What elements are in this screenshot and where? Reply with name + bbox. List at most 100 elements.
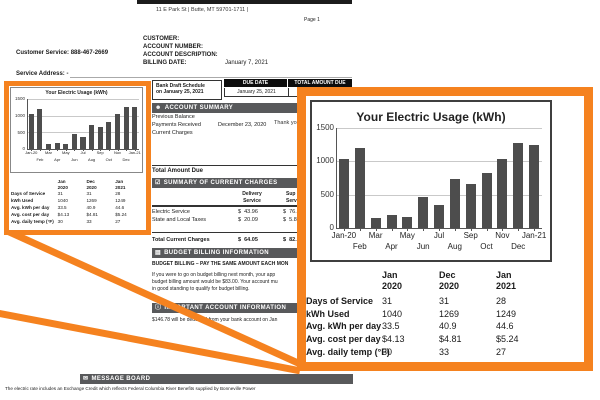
usage-table-cell: 44.6 [496, 321, 514, 332]
usage-table-cell: 31 [382, 296, 393, 306]
usage-table-cell: 40.9 [439, 321, 457, 332]
grid-line [27, 115, 139, 117]
usage-bar [37, 109, 43, 149]
charges-rule-bottom [152, 232, 313, 233]
x-axis-label: May [399, 231, 415, 240]
usage-table-cell: 1269 [439, 308, 460, 319]
customer-label: CUSTOMER: [143, 36, 180, 42]
usage-table-row-label: Avg. cost per day [306, 334, 381, 345]
current-charges-header: ☑ SUMMARY OF CURRENT CHARGES [152, 178, 313, 188]
axis-tick [391, 228, 393, 231]
chart-title: Your Electric Usage (kWh) [45, 90, 108, 96]
charge-row-delivery: $ 43.96 [238, 209, 258, 215]
bank-draft-box: Bank Draft Schedule on January 25, 2021 [152, 80, 222, 100]
axis-tick [439, 228, 440, 231]
total-current-charges-supply: $ 82.7 [283, 236, 300, 243]
account-summary-title: ACCOUNT SUMMARY [164, 105, 234, 111]
important-info-header: ⓘ IMPORTANT ACCOUNT INFORMATION [152, 303, 313, 313]
address-line: 11 E Park St | Butte, MT 59701-1711 | [156, 7, 249, 13]
usage-table-row: Avg. daily temp (°F) 30 33 27 [11, 219, 144, 226]
usage-table-row: Days of Service 31 31 28 [306, 296, 582, 309]
usage-table-cell: 1269 [86, 198, 97, 203]
axis-tick [117, 149, 119, 151]
usage-table-cell: 27 [115, 219, 121, 224]
usage-table-cell: $4.13 [57, 212, 70, 217]
message-board-body: The electric rate includes an Exchange C… [5, 386, 256, 391]
billing-date-label: BILLING DATE: [143, 60, 187, 66]
usage-bar [63, 143, 69, 149]
y-axis-label: 1500 [14, 96, 25, 102]
usage-table-cell: 1040 [382, 308, 403, 319]
axis-tick [534, 228, 536, 231]
axis-tick [375, 228, 377, 231]
x-axis-label: Feb [352, 242, 367, 251]
axis-tick [486, 228, 488, 231]
usage-table-column-header: Jan 2020 [57, 179, 68, 190]
usage-table-row-label: Avg. daily temp (°F) [306, 346, 390, 357]
usage-table-row-label: kWh Used [11, 198, 34, 203]
axis-tick [359, 228, 361, 231]
usage-bar [45, 144, 52, 149]
usage-table-cell: 33 [439, 346, 450, 357]
customer-service-label: Customer Service: 888-467-2669 [16, 50, 109, 56]
usage-zoom-panel: Your Electric Usage (kWh) 0 500 1000 1500 Ja… [297, 87, 593, 371]
usage-table-row: Days of Service 31 31 28 [11, 191, 144, 198]
usage-table-row-label: kWh Used [306, 308, 350, 319]
usage-table-column-header: Jan 2021 [115, 179, 126, 190]
x-axis-label: Jan-20 [331, 231, 357, 240]
x-axis-label: May [62, 150, 70, 155]
usage-table-row: Avg. daily temp (°F) 30 33 27 [306, 347, 582, 360]
total-amount-due-header: TOTAL AMOUNT DUE [288, 79, 352, 87]
usage-table-cell: 31 [57, 191, 63, 196]
usage-table-column-header: Dec 2020 [439, 270, 460, 292]
usage-table-cell: 28 [496, 296, 507, 306]
total-amount-due-label: Total Amount Due [152, 168, 203, 174]
y-axis-label: 1000 [14, 112, 25, 118]
axis-tick [518, 228, 520, 231]
checklist-icon: ☑ [155, 180, 161, 186]
account-number-label: ACCOUNT NUMBER: [143, 44, 203, 50]
usage-table-cell: 33.5 [57, 205, 67, 210]
axis-tick [502, 228, 504, 231]
usage-table-cell: 31 [439, 296, 450, 306]
x-axis-label: Jan-21 [128, 150, 141, 155]
payments-received-label: Payments Received [152, 122, 201, 128]
total-due-rule [152, 165, 313, 166]
budget-billing-line: If you were to go on budget billing next… [152, 271, 276, 278]
usage-bar [354, 148, 365, 228]
usage-bar [123, 106, 129, 149]
usage-bar [434, 204, 444, 228]
usage-callout-box: Your Electric Usage (kWh) 0 500 1000 1500 Ja… [4, 81, 151, 235]
usage-table-row-label: Days of Service [306, 296, 374, 306]
delivery-col-header: Delivery Service [242, 191, 262, 204]
axis-tick [407, 228, 409, 231]
charge-row-label: Electric Service [152, 209, 190, 215]
account-summary-header: ☻ ACCOUNT SUMMARY [152, 103, 313, 113]
y-axis-line [336, 128, 337, 228]
usage-table-row: Avg. cost per day $4.13 $4.81 $5.24 [306, 334, 582, 347]
grid-line [336, 161, 542, 163]
usage-bar [481, 173, 492, 228]
document-icon: ▤ [155, 250, 162, 256]
usage-table-cell: 40.9 [86, 205, 96, 210]
usage-table-cell: 27 [496, 346, 507, 357]
budget-billing-line: in good standing to qualify for budget b… [152, 285, 250, 292]
x-axis-label: Mar [45, 150, 52, 155]
usage-table-row: kWh Used 1040 1269 1249 [306, 309, 582, 322]
current-charges-title: SUMMARY OF CURRENT CHARGES [163, 180, 278, 186]
due-cell-divider [288, 87, 289, 96]
usage-table-row-label: Avg. cost per day [11, 212, 50, 217]
usage-bar [370, 218, 381, 228]
axis-tick [48, 149, 50, 151]
usage-bar [132, 107, 138, 149]
charge-row: Electric Service [152, 209, 190, 215]
usage-table-cell: $5.24 [496, 334, 519, 345]
usage-bar [513, 143, 524, 228]
budget-billing-heading: BUDGET BILLING – PAY THE SAME AMOUNT EAC… [152, 261, 289, 267]
usage-chart-large: Your Electric Usage (kWh) 0 500 1000 1500 Ja… [310, 100, 552, 262]
due-date-value: January 25, 2021 [237, 89, 276, 95]
usage-chart-small: Your Electric Usage (kWh) 0 500 1000 1500 Ja… [10, 87, 143, 173]
message-board-title: MESSAGE BOARD [91, 375, 151, 382]
usage-table-cell: 33.5 [382, 321, 400, 332]
axis-tick [83, 149, 84, 151]
